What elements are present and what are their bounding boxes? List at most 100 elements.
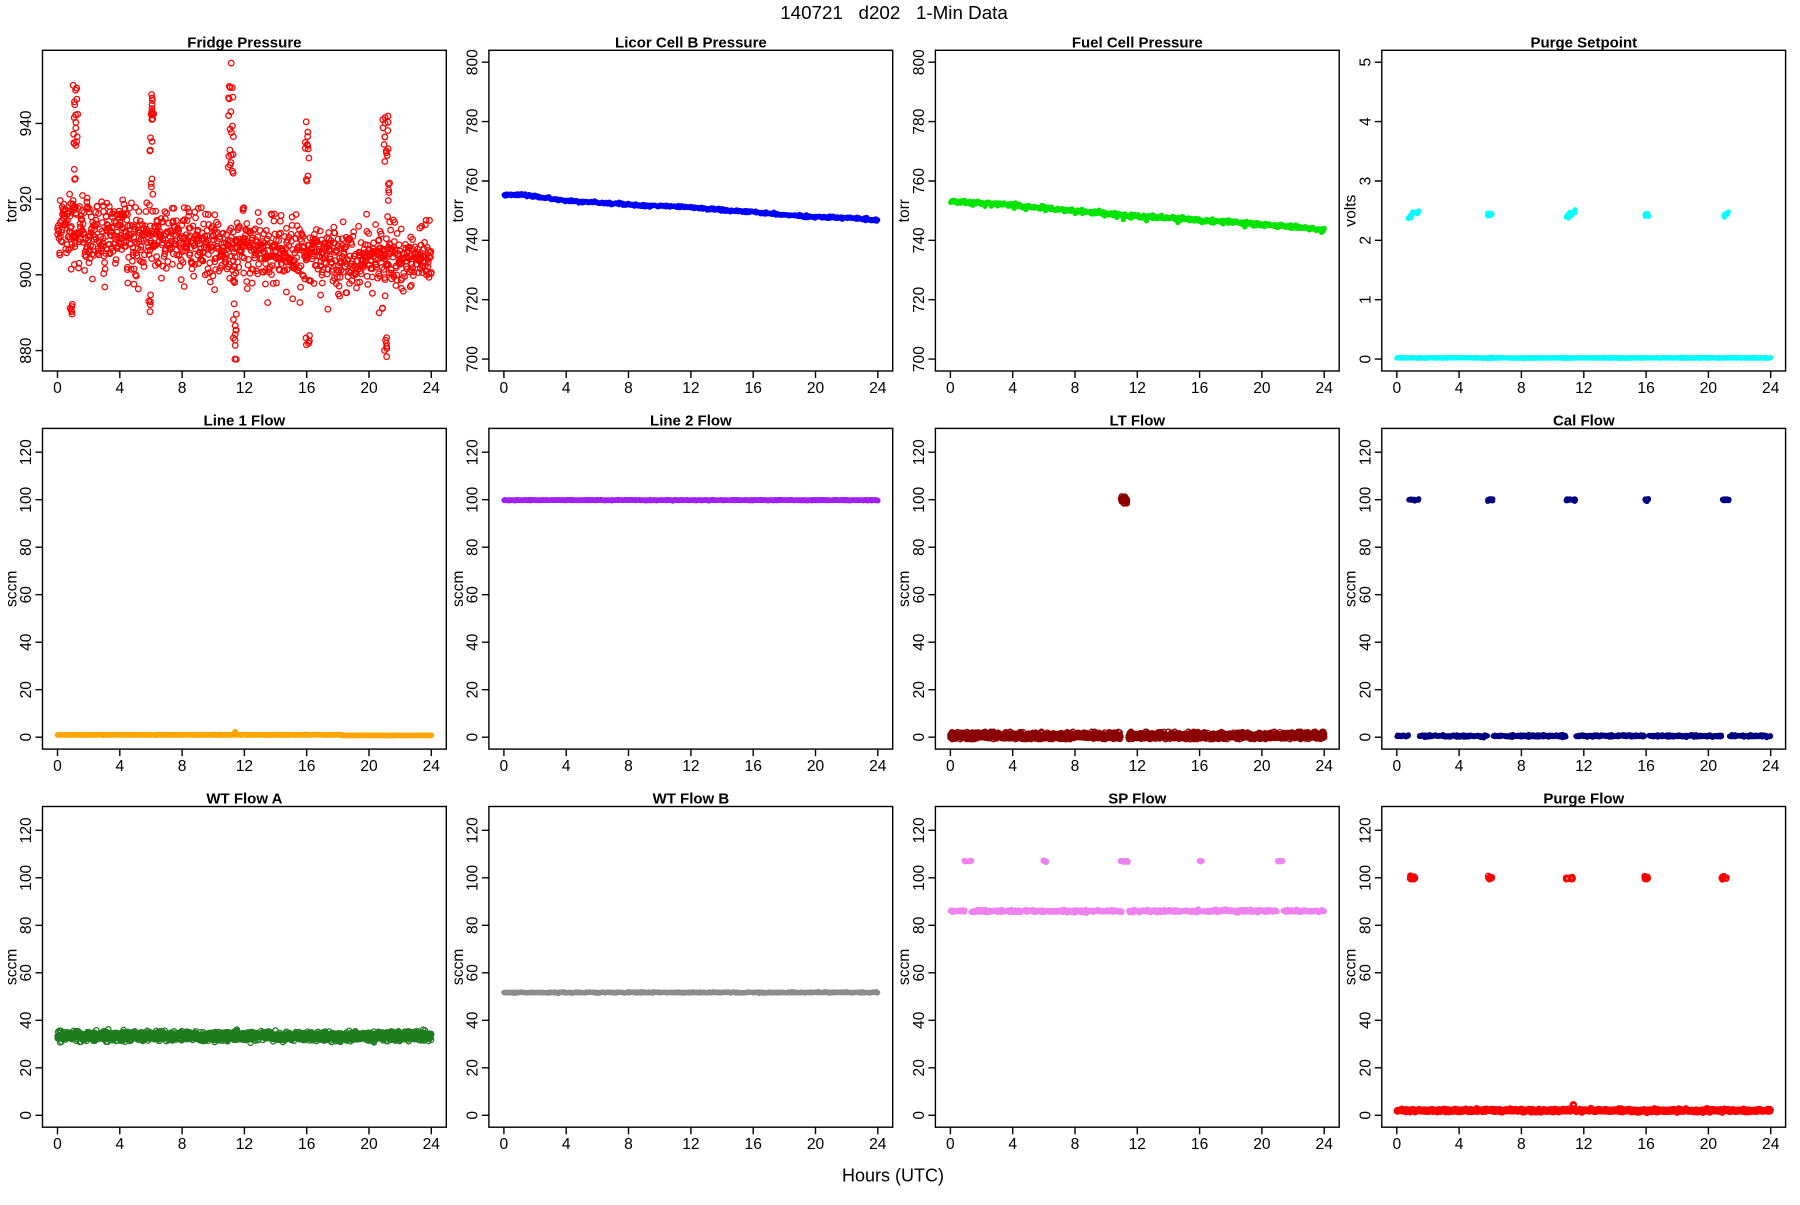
- svg-text:Line 2 Flow: Line 2 Flow: [650, 412, 732, 429]
- svg-text:920: 920: [18, 186, 35, 212]
- svg-text:900: 900: [18, 261, 35, 287]
- svg-text:torr: torr: [3, 199, 20, 222]
- svg-text:60: 60: [18, 586, 35, 604]
- svg-text:12: 12: [236, 380, 253, 397]
- svg-text:16: 16: [1637, 380, 1654, 397]
- svg-text:12: 12: [236, 758, 253, 775]
- svg-text:40: 40: [18, 633, 35, 651]
- svg-text:12: 12: [1575, 380, 1592, 397]
- svg-text:720: 720: [911, 286, 928, 312]
- svg-text:torr: torr: [450, 199, 467, 222]
- svg-text:700: 700: [911, 346, 928, 372]
- svg-text:3: 3: [1357, 177, 1374, 186]
- svg-text:sccm: sccm: [450, 571, 467, 607]
- svg-text:0: 0: [946, 380, 955, 397]
- svg-text:80: 80: [465, 538, 482, 556]
- svg-text:Purge Setpoint: Purge Setpoint: [1530, 34, 1637, 51]
- svg-text:0: 0: [1357, 354, 1374, 363]
- svg-text:940: 940: [18, 110, 35, 136]
- svg-text:4: 4: [1455, 380, 1464, 397]
- svg-text:800: 800: [911, 49, 928, 75]
- svg-text:4: 4: [115, 758, 124, 775]
- svg-text:0: 0: [53, 758, 62, 775]
- svg-text:0: 0: [465, 733, 482, 742]
- svg-text:60: 60: [911, 586, 928, 604]
- svg-text:8: 8: [624, 380, 633, 397]
- svg-text:720: 720: [465, 286, 482, 312]
- svg-text:800: 800: [465, 49, 482, 75]
- svg-text:4: 4: [115, 380, 124, 397]
- svg-text:760: 760: [465, 168, 482, 194]
- svg-text:24: 24: [869, 758, 887, 775]
- svg-text:Hours (UTC): Hours (UTC): [842, 1165, 944, 1185]
- svg-text:0: 0: [18, 733, 35, 742]
- svg-text:24: 24: [1316, 758, 1334, 775]
- svg-text:0: 0: [53, 380, 62, 397]
- svg-text:12: 12: [1129, 758, 1146, 775]
- svg-text:sccm: sccm: [896, 571, 913, 607]
- svg-text:8: 8: [1071, 758, 1080, 775]
- svg-text:760: 760: [911, 168, 928, 194]
- svg-text:12: 12: [682, 380, 699, 397]
- svg-text:16: 16: [745, 758, 762, 775]
- svg-text:700: 700: [465, 346, 482, 372]
- svg-text:40: 40: [465, 633, 482, 651]
- svg-text:12: 12: [1129, 380, 1146, 397]
- svg-text:torr: torr: [896, 199, 913, 222]
- svg-text:20: 20: [911, 681, 928, 699]
- svg-text:4: 4: [562, 758, 571, 775]
- svg-text:24: 24: [423, 758, 441, 775]
- svg-text:100: 100: [911, 486, 928, 512]
- svg-text:80: 80: [18, 538, 35, 556]
- svg-text:20: 20: [465, 681, 482, 699]
- svg-text:2: 2: [1357, 236, 1374, 245]
- svg-text:0: 0: [946, 758, 955, 775]
- svg-text:120: 120: [465, 439, 482, 465]
- svg-text:volts: volts: [1343, 194, 1360, 226]
- svg-text:16: 16: [298, 758, 315, 775]
- svg-text:120: 120: [18, 439, 35, 465]
- svg-text:12: 12: [682, 758, 699, 775]
- svg-text:Line 1 Flow: Line 1 Flow: [204, 412, 286, 429]
- svg-text:20: 20: [360, 380, 378, 397]
- svg-text:Fridge Pressure: Fridge Pressure: [187, 34, 301, 51]
- svg-text:740: 740: [911, 227, 928, 253]
- svg-text:8: 8: [178, 380, 187, 397]
- svg-text:8: 8: [624, 758, 633, 775]
- svg-text:8: 8: [1071, 380, 1080, 397]
- svg-text:4: 4: [1008, 380, 1017, 397]
- svg-text:4: 4: [1008, 758, 1017, 775]
- svg-text:120: 120: [911, 439, 928, 465]
- svg-text:0: 0: [911, 733, 928, 742]
- svg-text:5: 5: [1357, 58, 1374, 67]
- svg-text:40: 40: [911, 633, 928, 651]
- svg-text:780: 780: [911, 108, 928, 134]
- svg-text:16: 16: [745, 380, 762, 397]
- svg-text:16: 16: [1191, 380, 1208, 397]
- svg-text:140721 d202 1-Min Data: 140721 d202 1-Min Data: [780, 2, 1008, 23]
- svg-text:24: 24: [423, 380, 441, 397]
- svg-text:24: 24: [1762, 380, 1780, 397]
- svg-text:0: 0: [1392, 380, 1401, 397]
- svg-text:100: 100: [465, 486, 482, 512]
- svg-text:4: 4: [1357, 117, 1374, 126]
- svg-text:0: 0: [500, 380, 509, 397]
- svg-text:16: 16: [1191, 758, 1208, 775]
- svg-text:20: 20: [360, 758, 378, 775]
- svg-text:20: 20: [807, 380, 825, 397]
- svg-text:8: 8: [1517, 380, 1526, 397]
- svg-text:24: 24: [869, 380, 887, 397]
- svg-text:Fuel Cell Pressure: Fuel Cell Pressure: [1072, 34, 1203, 51]
- svg-text:4: 4: [562, 380, 571, 397]
- svg-text:80: 80: [911, 538, 928, 556]
- svg-text:880: 880: [18, 337, 35, 363]
- svg-text:1: 1: [1357, 295, 1374, 304]
- svg-text:Licor Cell B Pressure: Licor Cell B Pressure: [615, 34, 767, 51]
- svg-text:LT Flow: LT Flow: [1110, 412, 1166, 429]
- svg-text:sccm: sccm: [3, 571, 20, 607]
- svg-text:0: 0: [500, 758, 509, 775]
- svg-text:100: 100: [18, 486, 35, 512]
- svg-text:780: 780: [465, 108, 482, 134]
- svg-text:20: 20: [1253, 758, 1271, 775]
- svg-text:16: 16: [298, 380, 315, 397]
